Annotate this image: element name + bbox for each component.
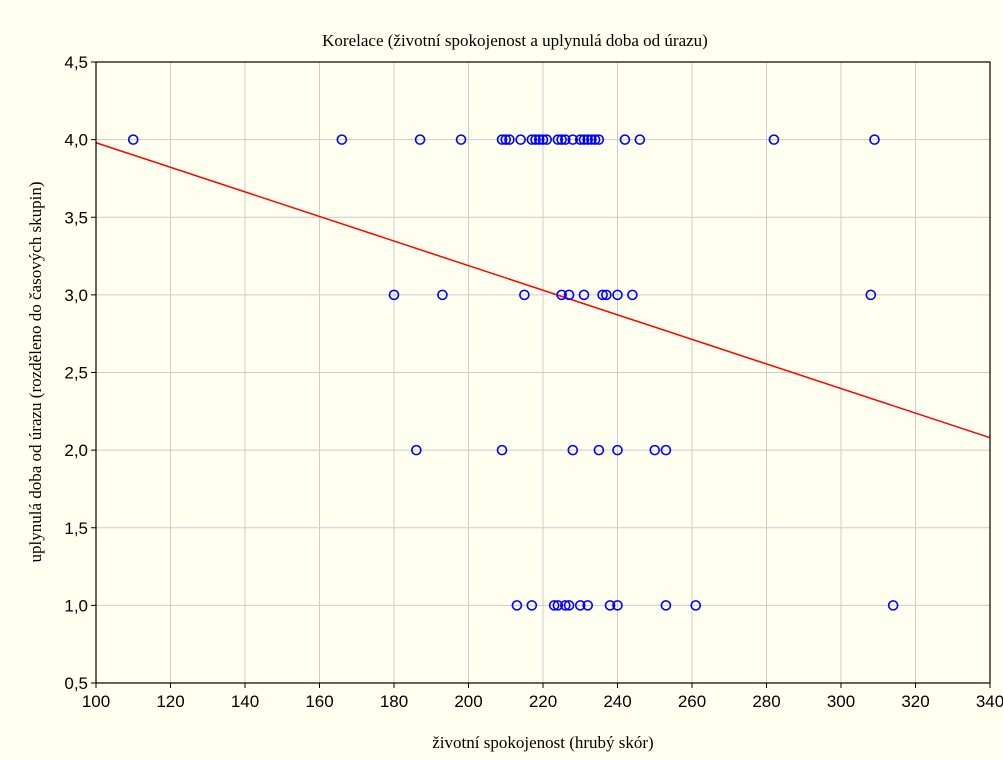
data-point xyxy=(593,134,605,145)
data-point xyxy=(414,134,426,145)
data-point xyxy=(578,289,590,301)
y-tick-label: 3,5 xyxy=(64,208,88,227)
data-point xyxy=(127,134,139,145)
data-point xyxy=(537,134,549,145)
x-tick-label: 100 xyxy=(82,692,110,711)
data-point xyxy=(574,134,586,145)
x-tick-label: 160 xyxy=(305,692,333,711)
data-point xyxy=(533,134,545,145)
ticks: 100 120 140 160 180 200 220 240 260 280 300 320 340 0… xyxy=(64,53,1003,711)
data-point xyxy=(582,600,594,611)
data-point xyxy=(437,289,448,301)
data-point xyxy=(455,134,467,145)
x-tick-label: 340 xyxy=(976,692,1003,711)
data-point xyxy=(612,289,623,301)
data-point xyxy=(597,289,608,301)
x-tick-label: 200 xyxy=(454,692,482,711)
y-tick-label: 2,5 xyxy=(64,364,88,383)
data-point xyxy=(619,134,631,145)
data-point xyxy=(574,600,586,611)
data-point xyxy=(541,134,553,145)
y-tick-label: 2,0 xyxy=(64,441,88,460)
x-tick-label: 320 xyxy=(901,692,929,711)
y-tick-label: 1,0 xyxy=(64,596,88,615)
data-point xyxy=(887,600,899,611)
regression-line xyxy=(95,142,991,439)
x-tick-label: 120 xyxy=(156,692,184,711)
data-point xyxy=(548,600,560,611)
data-point xyxy=(560,134,571,145)
x-tick-label: 280 xyxy=(752,692,780,711)
y-tick-label: 1,5 xyxy=(64,519,88,538)
x-tick-label: 260 xyxy=(678,692,706,711)
data-point xyxy=(563,600,575,611)
data-point xyxy=(552,600,564,611)
data-point xyxy=(567,444,579,456)
data-point xyxy=(865,289,877,301)
data-point xyxy=(563,289,575,301)
x-tick-label: 180 xyxy=(380,692,408,711)
data-point xyxy=(578,134,590,145)
data-point xyxy=(660,600,672,611)
data-point xyxy=(627,289,638,301)
data-point xyxy=(869,134,880,145)
grid xyxy=(95,61,991,684)
data-point xyxy=(690,600,702,611)
data-point xyxy=(612,444,623,456)
x-tick-label: 300 xyxy=(827,692,855,711)
data-point xyxy=(552,134,564,145)
data-point xyxy=(586,134,597,145)
data-point xyxy=(601,289,612,301)
data-point xyxy=(519,289,530,301)
data-point xyxy=(388,289,400,301)
data-point xyxy=(560,600,571,611)
data-point xyxy=(593,444,605,456)
data-point xyxy=(660,444,672,456)
data-point xyxy=(500,134,512,145)
data-point xyxy=(336,134,348,145)
data-point xyxy=(589,134,601,145)
y-tick-label: 4,0 xyxy=(64,131,88,150)
y-tick-label: 0,5 xyxy=(64,674,88,693)
data-point xyxy=(504,134,515,145)
regression-layer xyxy=(95,142,991,439)
data-point xyxy=(649,444,661,456)
data-point xyxy=(511,600,523,611)
data-point xyxy=(526,600,538,611)
data-point xyxy=(556,134,567,145)
x-tick-label: 140 xyxy=(231,692,259,711)
data-point xyxy=(604,600,616,611)
y-axis-label: uplynulá doba od úrazu (rozděleno do čas… xyxy=(26,182,45,563)
data-point xyxy=(567,134,579,145)
data-point xyxy=(582,134,594,145)
x-tick-label: 220 xyxy=(529,692,557,711)
data-point xyxy=(496,444,508,456)
points-layer xyxy=(127,134,899,611)
data-point xyxy=(411,444,422,456)
y-tick-label: 3,0 xyxy=(64,286,88,305)
y-tick-label: 4,5 xyxy=(64,53,88,72)
data-point xyxy=(768,134,780,145)
data-point xyxy=(515,134,526,145)
data-point xyxy=(612,600,623,611)
x-axis-label: životní spokojenost (hrubý skór) xyxy=(432,733,653,752)
data-point xyxy=(634,134,646,145)
data-point xyxy=(556,289,567,301)
data-point xyxy=(496,134,508,145)
data-point xyxy=(530,134,541,145)
x-tick-label: 240 xyxy=(603,692,631,711)
chart-title: Korelace (životní spokojenost a uplynulá… xyxy=(322,31,708,50)
data-point xyxy=(526,134,538,145)
